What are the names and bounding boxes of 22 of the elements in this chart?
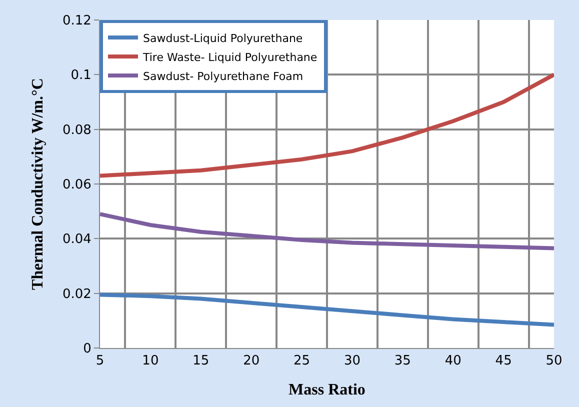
x-tick-label: 30 <box>344 354 360 369</box>
y-tick-label: 0.02 <box>62 286 92 302</box>
x-tick-label: 20 <box>243 354 260 369</box>
y-tick-label: 0.04 <box>62 232 92 248</box>
y-tick-label: 0.06 <box>62 178 92 193</box>
x-tick-label: 40 <box>444 354 462 369</box>
x-tick-label: 50 <box>546 354 562 369</box>
x-tick-label: 45 <box>495 354 512 369</box>
y-axis-title: Thermal Conductivity W/m.°C <box>29 78 46 290</box>
y-tick-label: 0 <box>83 342 92 357</box>
legend-label: Tire Waste- Liquid Polyurethane <box>142 50 318 64</box>
x-tick-label: 35 <box>394 354 411 369</box>
y-tick-label: 0.12 <box>62 14 92 29</box>
legend-label: Sawdust- Polyurethane Foam <box>143 70 304 83</box>
x-axis-title: Mass Ratio <box>288 381 366 398</box>
legend-label: Sawdust-Liquid Polyurethane <box>143 32 303 45</box>
x-tick-label: 5 <box>96 354 104 369</box>
y-tick-label: 0.1 <box>70 68 92 84</box>
y-tick-label: 0.08 <box>62 122 92 138</box>
x-tick-label: 15 <box>192 354 210 369</box>
x-tick-label: 25 <box>294 354 310 369</box>
x-tick-label: 10 <box>142 354 159 369</box>
